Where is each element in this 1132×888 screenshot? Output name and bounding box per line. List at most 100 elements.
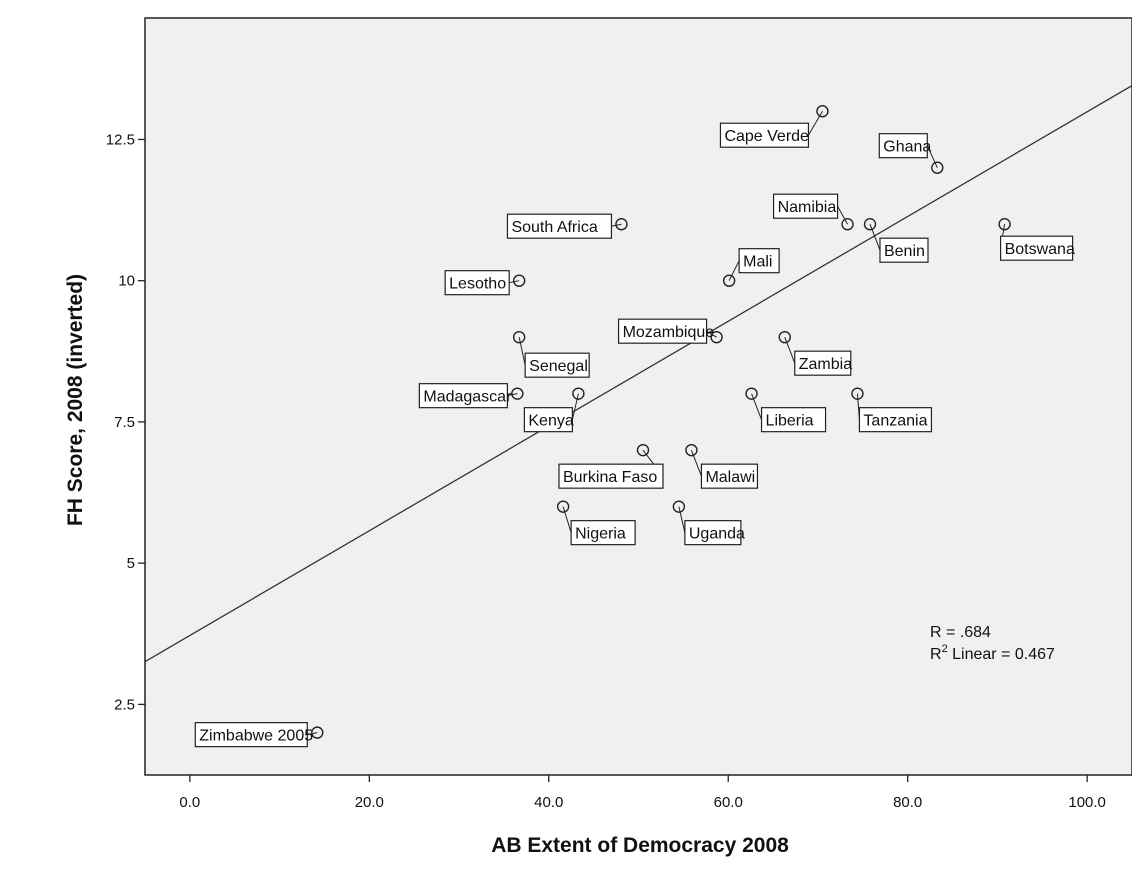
label-leader-line — [690, 449, 702, 477]
point-label: Mozambique — [623, 324, 715, 341]
point-label-box — [772, 193, 839, 219]
point-label-box — [879, 237, 929, 263]
data-point — [511, 387, 524, 400]
label-leader-line — [837, 205, 849, 225]
y-tick-label: 5 — [127, 555, 135, 572]
point-label: Liberia — [766, 413, 814, 430]
point-labels: Cape Verde Ghana South Africa Namibia Benin B… — [194, 110, 1075, 748]
label-leader-line — [869, 224, 881, 251]
r-squared-suffix: Linear = 0.467 — [948, 646, 1055, 663]
y-axis-title: FH Score, 2008 (inverted) — [64, 274, 87, 526]
data-point — [512, 330, 526, 344]
point-label-box — [760, 407, 827, 433]
label-leader-line — [678, 506, 686, 533]
x-axis-title: AB Extent of Democracy 2008 — [491, 834, 789, 857]
label-leader-line — [518, 337, 526, 366]
x-tick-label: 80.0 — [893, 794, 922, 811]
point-label-box — [570, 520, 636, 546]
label-leader-line — [571, 393, 579, 420]
point-label-box — [617, 318, 708, 344]
point-label: Namibia — [778, 199, 837, 216]
point-label: Ghana — [883, 139, 931, 156]
point-label-box — [418, 383, 508, 409]
data-point — [556, 500, 570, 513]
y-tick-label: 12.5 — [106, 131, 135, 148]
point-label-box — [194, 722, 308, 748]
y-tick-label: 7.5 — [114, 414, 135, 431]
point-label-box — [878, 133, 928, 159]
data-point — [931, 161, 944, 174]
point-label: Uganda — [689, 526, 745, 543]
point-label: Mali — [743, 254, 772, 271]
label-leader-line — [611, 223, 622, 227]
point-label: Botswana — [1005, 241, 1075, 258]
label-leader-line — [926, 145, 938, 168]
x-tick-label: 40.0 — [534, 794, 563, 811]
data-point — [636, 443, 650, 457]
x-tick-label: 0.0 — [179, 794, 200, 811]
data-point — [672, 500, 686, 513]
data-point — [685, 443, 698, 457]
x-tick-label: 20.0 — [355, 794, 384, 811]
label-leader-line — [562, 506, 572, 533]
data-point — [615, 217, 628, 231]
data-point — [572, 387, 585, 400]
r-squared-annotation: R2 Linear = 0.467 — [930, 643, 1055, 663]
point-label: Madagascar — [423, 389, 512, 406]
point-label: South Africa — [511, 219, 597, 236]
data-point — [863, 217, 877, 231]
label-leader-line — [728, 260, 740, 281]
point-label-box — [444, 270, 510, 296]
label-leader-line — [507, 393, 518, 397]
data-point — [841, 217, 854, 231]
regression-line — [144, 85, 1132, 663]
point-label: Kenya — [528, 413, 573, 430]
point-label-box — [524, 352, 590, 378]
data-point — [512, 274, 526, 287]
label-leader-line — [307, 732, 318, 736]
point-label-box — [684, 520, 742, 546]
point-label-box — [558, 463, 664, 489]
point-label: Benin — [884, 243, 925, 260]
y-tick-label: 2.5 — [114, 696, 135, 713]
data-point — [311, 726, 324, 739]
y-axis: 2.5 5 7.5 10 12.5 — [106, 131, 145, 713]
point-label: Lesotho — [449, 276, 506, 293]
data-point — [722, 274, 736, 287]
point-label-box — [719, 122, 810, 148]
label-leader-line — [509, 280, 520, 284]
point-label-box — [700, 463, 759, 489]
data-point — [745, 387, 758, 400]
y-tick-label: 10 — [118, 273, 135, 290]
point-label: Burkina Faso — [563, 469, 657, 486]
point-label: Senegal — [529, 358, 588, 375]
x-tick-label: 60.0 — [714, 794, 743, 811]
point-label-box — [794, 350, 852, 376]
data-point — [778, 330, 791, 344]
r-annotation: R = .684 — [930, 624, 991, 641]
point-label: Cape Verde — [724, 128, 809, 145]
data-point — [816, 105, 829, 118]
data-point — [998, 217, 1011, 231]
x-tick-label: 100.0 — [1068, 794, 1106, 811]
point-label: Nigeria — [575, 526, 626, 543]
point-label-box — [506, 213, 613, 239]
r-squared-prefix: R — [930, 646, 942, 663]
r-squared-superscript: 2 — [942, 643, 948, 655]
point-label-box — [523, 407, 573, 433]
label-leader-line — [751, 393, 763, 420]
point-label-box — [738, 248, 780, 274]
point-label: Malawi — [705, 469, 755, 486]
label-leader-line — [784, 337, 796, 364]
point-label-box — [858, 407, 933, 433]
label-leader-line — [808, 110, 823, 136]
point-label-box — [999, 235, 1074, 261]
data-points — [311, 105, 1011, 739]
x-axis: 0.0 20.0 40.0 60.0 80.0 100.0 — [179, 775, 1106, 811]
point-label: Zimbabwe 2005 — [199, 728, 313, 745]
point-label: Zambia — [799, 356, 852, 373]
plot-area — [144, 17, 1132, 776]
point-label: Tanzania — [863, 413, 927, 430]
label-leader-line — [706, 330, 717, 338]
